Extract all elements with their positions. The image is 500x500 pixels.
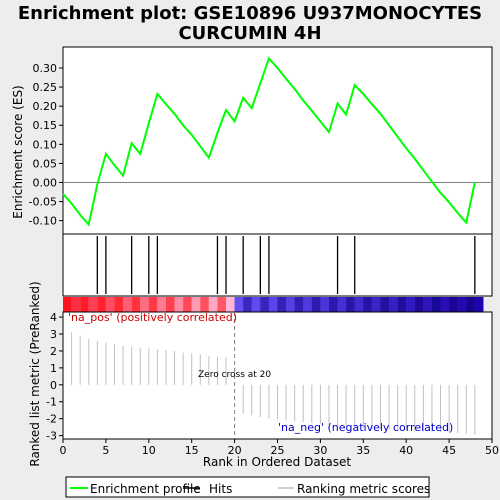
gradient-cell — [105, 297, 115, 312]
es-ytick-label: 0.05 — [33, 157, 58, 170]
gradient-cell — [423, 297, 432, 312]
gradient-cell — [71, 297, 81, 312]
es-ytick-label: 0.15 — [33, 119, 58, 132]
gradient-cell — [406, 297, 415, 312]
gradient-cell — [234, 297, 244, 312]
gradient-cell — [114, 297, 124, 312]
gradient-cell — [311, 297, 321, 312]
pos-label: 'na_pos' (positively correlated) — [68, 311, 237, 324]
gradient-cell — [208, 297, 218, 312]
x-tick-label: 0 — [60, 444, 67, 457]
gradient-cell — [474, 297, 484, 312]
rank-ytick-label: 1 — [50, 362, 57, 375]
legend-label: Enrichment profile — [90, 482, 201, 496]
chart-title-line1: Enrichment plot: GSE10896 U937MONOCYTES — [18, 3, 482, 24]
gradient-cell — [191, 297, 201, 312]
gradient-cell — [80, 297, 89, 312]
x-tick-label: 35 — [356, 444, 370, 457]
gradient-cell — [131, 297, 141, 312]
x-tick-label: 10 — [142, 444, 156, 457]
gradient-cell — [303, 297, 312, 312]
rank-panel — [62, 311, 493, 440]
gradient-cell — [217, 297, 227, 312]
x-axis-label: Rank in Ordered Dataset — [203, 455, 351, 469]
chart-title-line2: CURCUMIN 4H — [178, 23, 321, 44]
gradient-cell — [148, 297, 158, 312]
legend-label: Ranking metric scores — [297, 482, 430, 496]
gradient-cell — [328, 297, 338, 312]
neg-label: 'na_neg' (negatively correlated) — [278, 421, 453, 434]
gradient-cell — [165, 297, 175, 312]
gradient-cell — [123, 297, 132, 312]
gradient-cell — [157, 297, 166, 312]
gradient-cell — [371, 297, 381, 312]
gradient-cell — [449, 297, 458, 312]
gradient-cell — [354, 297, 364, 312]
x-tick-label: 40 — [399, 444, 413, 457]
gradient-cell — [466, 297, 475, 312]
gradient-cell — [337, 297, 347, 312]
rank-ytick-label: -3 — [46, 430, 57, 443]
es-ytick-label: -0.05 — [29, 196, 57, 209]
gradient-cell — [277, 297, 287, 312]
es-ytick-label: 0.00 — [33, 176, 58, 189]
gradient-cell — [380, 297, 390, 312]
gradient-cell — [88, 297, 98, 312]
legend-label: Hits — [209, 482, 232, 496]
gradient-cell — [140, 297, 149, 312]
gradient-cell — [200, 297, 209, 312]
x-tick-label: 20 — [228, 444, 242, 457]
rank-ytick-label: -2 — [46, 413, 57, 426]
gradient-cell — [363, 297, 372, 312]
gradient-cell — [286, 297, 295, 312]
gradient-cell — [63, 297, 72, 312]
x-tick-label: 5 — [102, 444, 109, 457]
gradient-cell — [260, 297, 269, 312]
x-tick-label: 15 — [185, 444, 199, 457]
gradient-cell — [97, 297, 106, 312]
gradient-cell — [414, 297, 424, 312]
gradient-cell — [226, 297, 235, 312]
es-ytick-label: 0.20 — [33, 100, 58, 113]
rank-ytick-label: 0 — [50, 379, 57, 392]
x-tick-label: 30 — [313, 444, 327, 457]
hits-panel — [62, 233, 493, 297]
es-ytick-label: 0.30 — [33, 62, 58, 75]
rank-ytick-label: 3 — [50, 328, 57, 341]
es-ytick-label: -0.10 — [29, 215, 57, 228]
gradient-cell — [320, 297, 329, 312]
gradient-cell — [440, 297, 450, 312]
rank-ylabel: Ranked list metric (PreRanked) — [28, 281, 42, 466]
rank-ytick-label: -1 — [46, 396, 57, 409]
gradient-cell — [431, 297, 441, 312]
es-ytick-label: 0.25 — [33, 81, 58, 94]
legend-box — [65, 476, 430, 498]
es-ytick-label: 0.10 — [33, 138, 58, 151]
es-panel — [62, 46, 493, 235]
gradient-cell — [294, 297, 304, 312]
x-tick-label: 50 — [485, 444, 499, 457]
gradient-cell — [251, 297, 261, 312]
gradient-cell — [183, 297, 192, 312]
gradient-cell — [397, 297, 407, 312]
gradient-cell — [268, 297, 278, 312]
rank-ytick-label: 4 — [50, 311, 57, 324]
gradient-cell — [243, 297, 252, 312]
gradient-cell — [346, 297, 355, 312]
es-ylabel: Enrichment score (ES) — [11, 85, 25, 218]
gradient-cell — [389, 297, 398, 312]
x-tick-label: 45 — [442, 444, 456, 457]
enrichment-profile-line — [62, 56, 476, 227]
gradient-cell — [174, 297, 184, 312]
rank-ytick-label: 2 — [50, 345, 57, 358]
gradient-cell — [457, 297, 467, 312]
zero-cross-label: Zero cross at 20 — [198, 370, 271, 380]
x-tick-label: 25 — [271, 444, 285, 457]
